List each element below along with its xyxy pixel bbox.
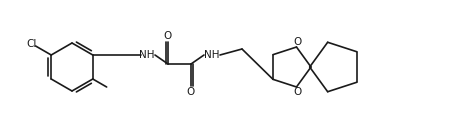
Text: O: O	[187, 87, 195, 97]
Text: O: O	[163, 31, 172, 41]
Text: O: O	[293, 87, 301, 97]
Text: Cl: Cl	[26, 39, 37, 49]
Text: NH: NH	[204, 50, 219, 60]
Text: O: O	[293, 37, 301, 47]
Text: NH: NH	[139, 50, 154, 60]
